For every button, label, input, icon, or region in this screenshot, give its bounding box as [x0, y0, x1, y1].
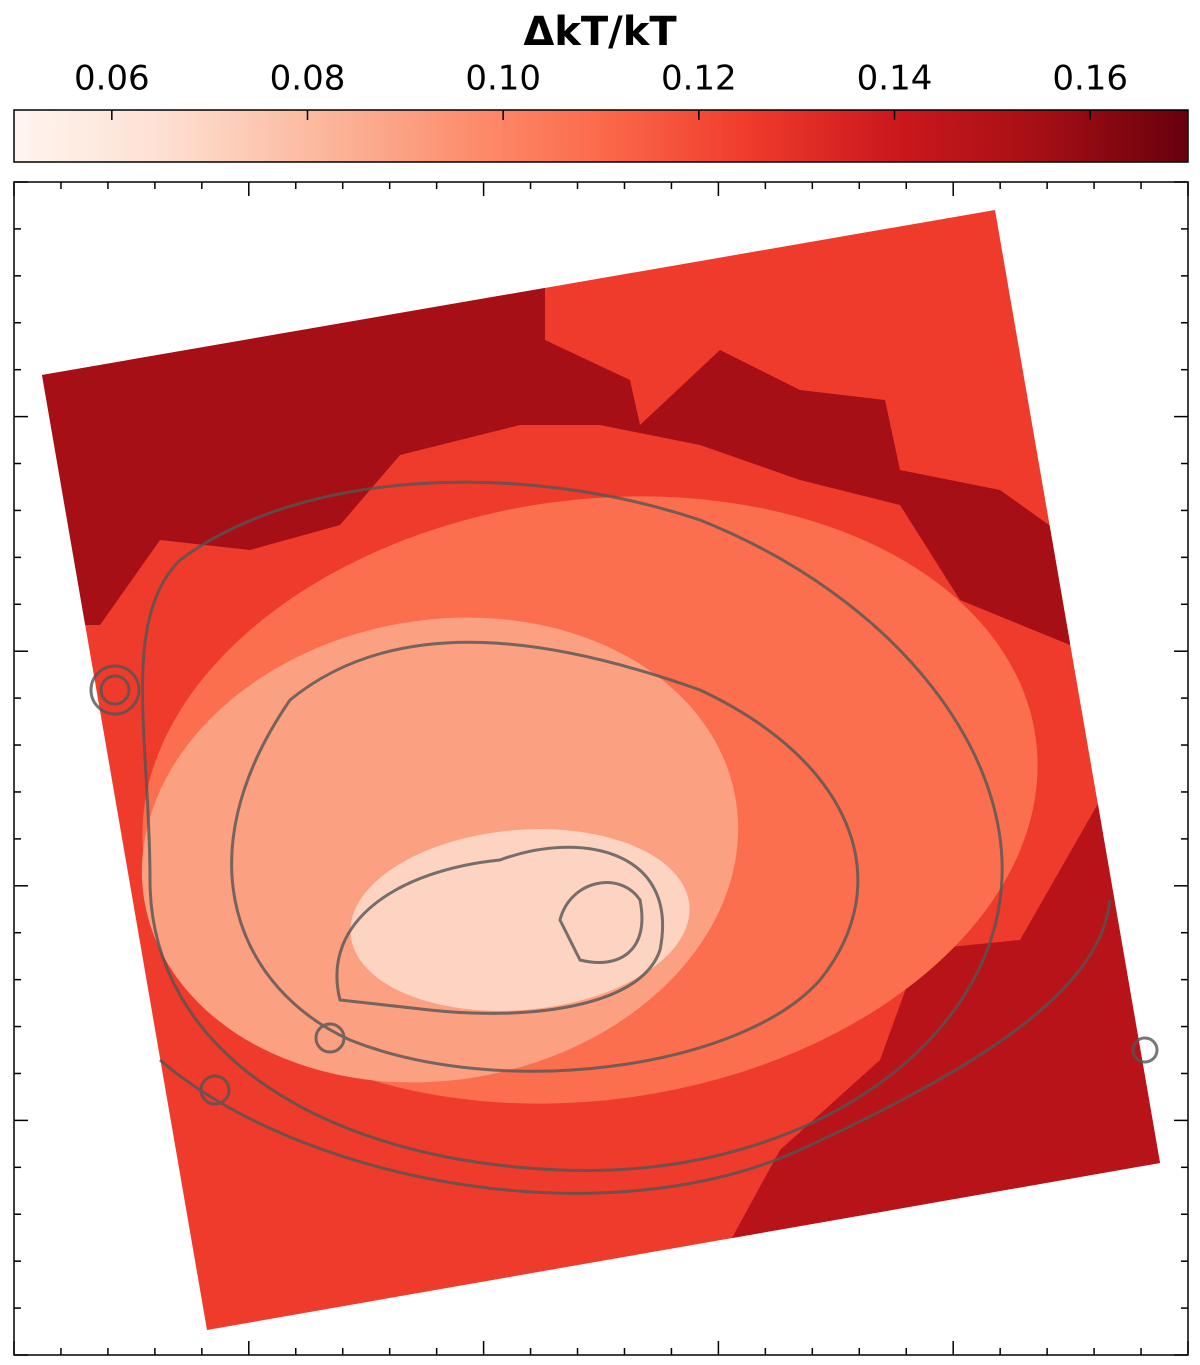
- frame-ticks: [13, 181, 1189, 1356]
- colorbar-tick-label: 0.14: [857, 59, 933, 99]
- colorbar-title: ΔkT/kT: [523, 9, 677, 55]
- colorbar-tick-label: 0.10: [465, 59, 541, 99]
- map-region: [720, 800, 1160, 1260]
- colorbar-tick-label: 0.06: [74, 59, 150, 99]
- colorbar: [13, 109, 1189, 163]
- colorbar-tick-label: 0.16: [1052, 59, 1128, 99]
- colorbar-tick-label: 0.08: [270, 59, 346, 99]
- contours: [89, 480, 1159, 1195]
- colorbar-tick-label: 0.12: [661, 59, 737, 99]
- plot-frame: [13, 181, 1189, 1356]
- map-region: [42, 280, 1070, 645]
